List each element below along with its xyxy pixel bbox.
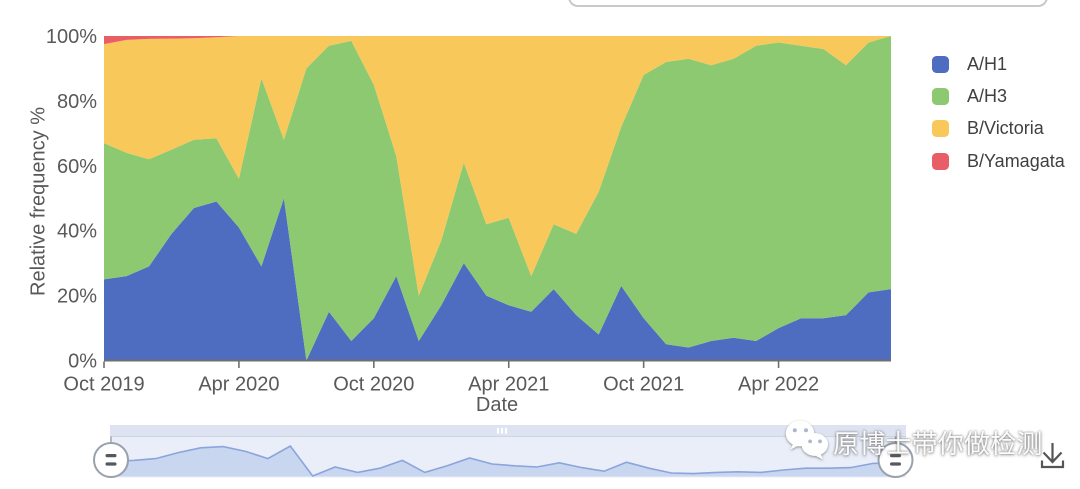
area-series-a-h3 [104,36,891,361]
x-tick-label: Oct 2019 [63,374,144,396]
y-tick-label: 20% [57,286,97,308]
y-tick-label: 0% [68,351,97,373]
y-tick-label: 40% [57,221,97,243]
legend-swatch[interactable] [932,88,949,106]
scrollbar-thumb-grip-icon[interactable] [496,427,500,434]
scrollbar-preview-line [110,444,896,477]
legend-label: B/Yamagata [967,150,1065,171]
scrollbar-thumb[interactable] [110,425,906,437]
x-tick-label: Apr 2021 [468,374,549,396]
legend-swatch[interactable] [932,56,949,73]
legend-swatch[interactable] [932,152,949,170]
legend: A/H1 A/H3 B/Victoria B/Yamagata [932,54,1080,185]
scrollbar-thumb-grip-icon[interactable] [504,427,508,434]
y-tick-label: 100% [46,26,97,48]
x-tick-label: Apr 2020 [198,374,279,396]
x-axis-title: Date [475,394,519,416]
download-icon[interactable] [1034,437,1074,473]
legend-swatch[interactable] [932,120,949,138]
scrollbar-right-grip[interactable] [877,436,914,478]
x-tick-label: Apr 2022 [738,374,819,396]
legend-label: A/H3 [967,86,1008,107]
scrollbar-thumb-grip-icon[interactable] [500,427,504,434]
legend-label: B/Victoria [967,118,1044,139]
area-series-b-victoria [104,36,891,296]
legend-item-b-yamagata[interactable]: B/Yamagata [932,150,1080,171]
x-tick-label: Oct 2021 [603,374,684,396]
legend-item-a-h3[interactable]: A/H3 [932,86,1080,107]
legend-label: A/H1 [967,54,1008,74]
y-tick-label: 60% [57,156,97,178]
scrollbar-left-grip[interactable] [93,436,129,478]
legend-item-a-h1[interactable]: A/H1 [932,54,1080,74]
legend-item-b-victoria[interactable]: B/Victoria [932,118,1080,139]
area-series-a-h1 [104,198,891,361]
area-series-b-yamagata [104,36,891,45]
y-tick-label: 80% [57,91,97,113]
x-tick-label: Oct 2020 [333,374,414,396]
